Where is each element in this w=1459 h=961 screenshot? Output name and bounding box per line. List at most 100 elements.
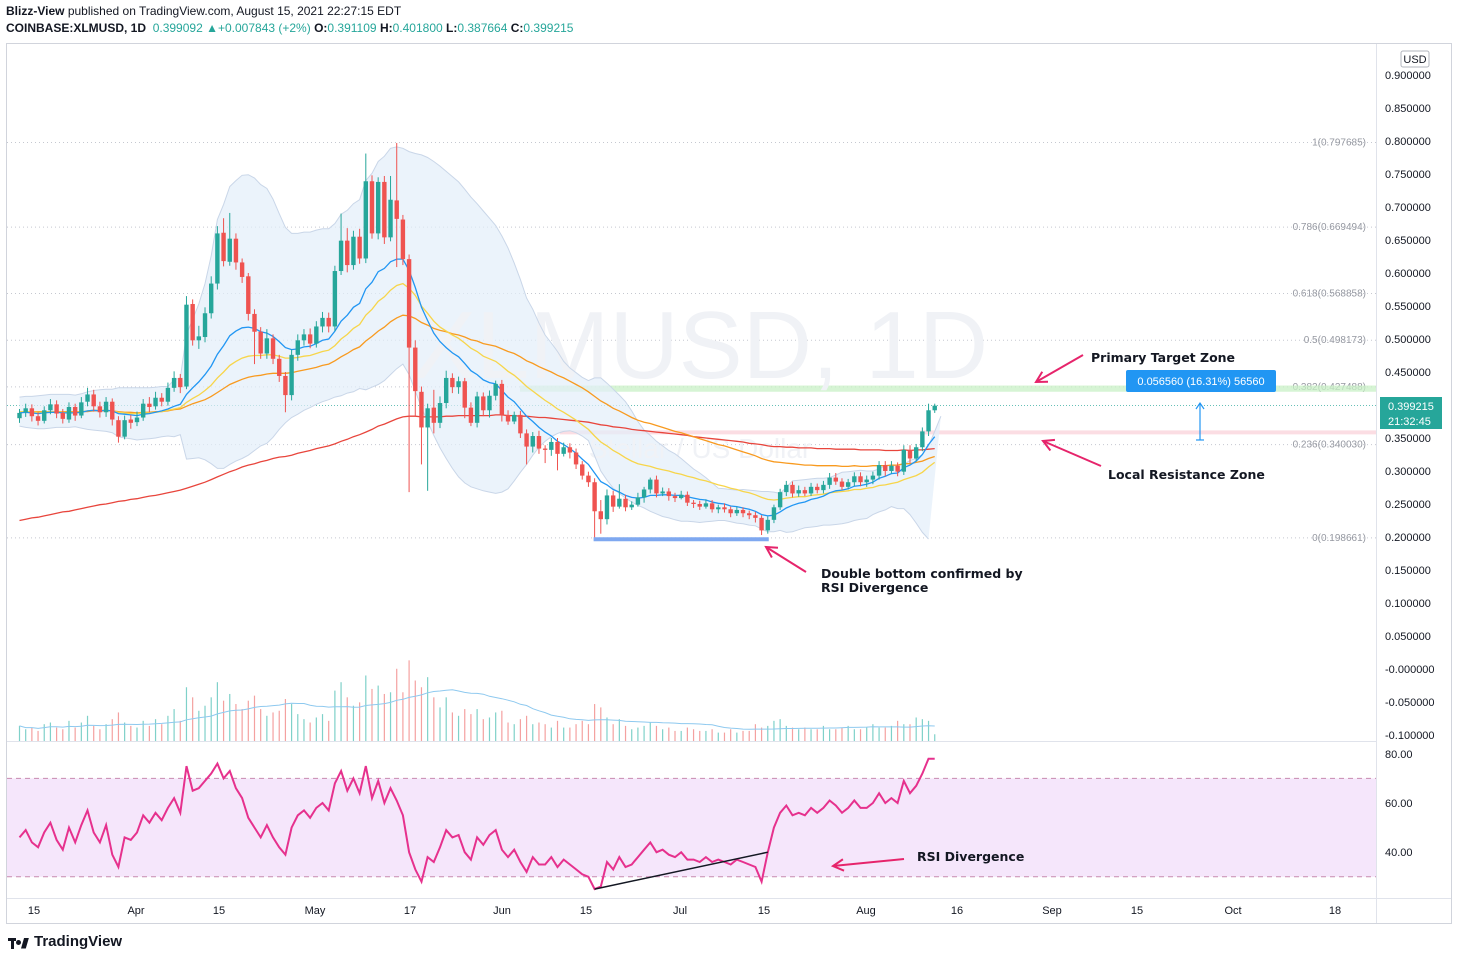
price-axis-label: 0.350000 (1385, 433, 1431, 445)
volume-bar (711, 729, 713, 741)
candle (42, 406, 47, 424)
candle (654, 475, 659, 498)
candle-body (722, 507, 727, 510)
candle-body (406, 259, 412, 348)
candle (617, 484, 622, 509)
volume-bar (903, 724, 905, 741)
time-axis-label: 15 (213, 905, 225, 917)
volume-bar (519, 719, 522, 741)
candle-body (134, 417, 140, 423)
volume-bar (99, 729, 101, 741)
time-axis-label: 17 (404, 905, 416, 917)
candle (128, 414, 134, 429)
candle (623, 494, 628, 512)
price-axis-label: -0.050000 (1385, 697, 1435, 709)
currency-button[interactable] (1400, 50, 1430, 68)
volume-bar (835, 729, 837, 741)
volume-bar (451, 712, 453, 741)
candle (920, 427, 925, 452)
candle-body (425, 408, 430, 428)
volume-bar (253, 695, 256, 741)
candle-body (833, 477, 838, 482)
primary-target-label: Primary Target Zone (1091, 350, 1235, 365)
candle-body (314, 326, 319, 344)
candle (363, 153, 369, 264)
candle (573, 448, 579, 470)
candle (549, 438, 554, 456)
candle-body (221, 232, 226, 262)
candle (425, 403, 430, 491)
candle-body (753, 515, 758, 518)
triangle-up-icon: ▲ (206, 21, 218, 35)
candle (307, 328, 313, 349)
candle-body (307, 334, 313, 344)
candle (277, 354, 282, 382)
candle-body (338, 240, 344, 272)
primary-target-zone (520, 385, 1376, 392)
price-axis-label: -0.100000 (1385, 730, 1435, 742)
volume-bar (921, 719, 923, 741)
volume-bar (624, 725, 627, 741)
candle (246, 273, 251, 321)
candle (784, 480, 789, 497)
candle (821, 480, 826, 494)
volume-bar (680, 730, 682, 741)
candle-body (60, 412, 65, 419)
low-label: L: (446, 21, 458, 35)
candle-body (153, 397, 158, 407)
volume-bar (829, 729, 831, 741)
candle-body (709, 503, 715, 510)
candle-body (363, 181, 369, 259)
candle-body (876, 465, 882, 476)
candle (450, 373, 455, 394)
candle (635, 492, 641, 507)
volume-bar (389, 692, 392, 741)
candle-body (413, 347, 418, 392)
time-axis-label: 18 (1329, 905, 1341, 917)
ohlc-legend: COINBASE:XLMUSD, 1D 0.399092 ▲+0.007843 … (6, 21, 573, 35)
candle-body (42, 410, 47, 421)
candle (134, 411, 140, 427)
candle (598, 500, 603, 534)
candle-body (901, 449, 907, 472)
volume-bar (785, 725, 787, 741)
volume-bar (266, 715, 268, 741)
candle-body (103, 401, 109, 413)
candle (561, 442, 566, 457)
volume-bar (321, 714, 324, 741)
volume-bar (359, 702, 361, 741)
candle-body (122, 420, 127, 437)
candle (777, 488, 783, 510)
volume-bar (216, 682, 218, 741)
candle-body (289, 354, 294, 396)
last-price: 0.399092 (152, 21, 203, 35)
candle-body (326, 317, 331, 327)
volume-bar (272, 712, 274, 741)
publisher-name[interactable]: Blizz-View (6, 4, 65, 18)
candle (35, 412, 41, 426)
candle (722, 503, 727, 513)
candle-body (864, 479, 869, 483)
candle (60, 408, 65, 424)
candle (889, 461, 894, 474)
price-axis-label: 0.700000 (1385, 202, 1431, 214)
volume-bar (915, 717, 917, 741)
candle (876, 461, 882, 480)
candle (747, 510, 752, 520)
volume-bar (365, 675, 367, 741)
volume-bar (136, 727, 138, 741)
volume-bar (383, 693, 385, 741)
volume-bar (340, 682, 342, 741)
symbol-label[interactable]: COINBASE:XLMUSD, 1D (6, 21, 147, 35)
candle (72, 403, 78, 421)
time-axis-label: Jul (673, 905, 687, 917)
candle-body (474, 396, 480, 423)
rsi-divergence-label: RSI Divergence (917, 849, 1024, 864)
candle (487, 390, 492, 418)
volume-bar (105, 724, 107, 741)
volume-bar (328, 720, 330, 741)
candle (703, 499, 709, 509)
candle-body (202, 313, 208, 338)
tradingview-logo[interactable]: TradingView (8, 933, 122, 950)
